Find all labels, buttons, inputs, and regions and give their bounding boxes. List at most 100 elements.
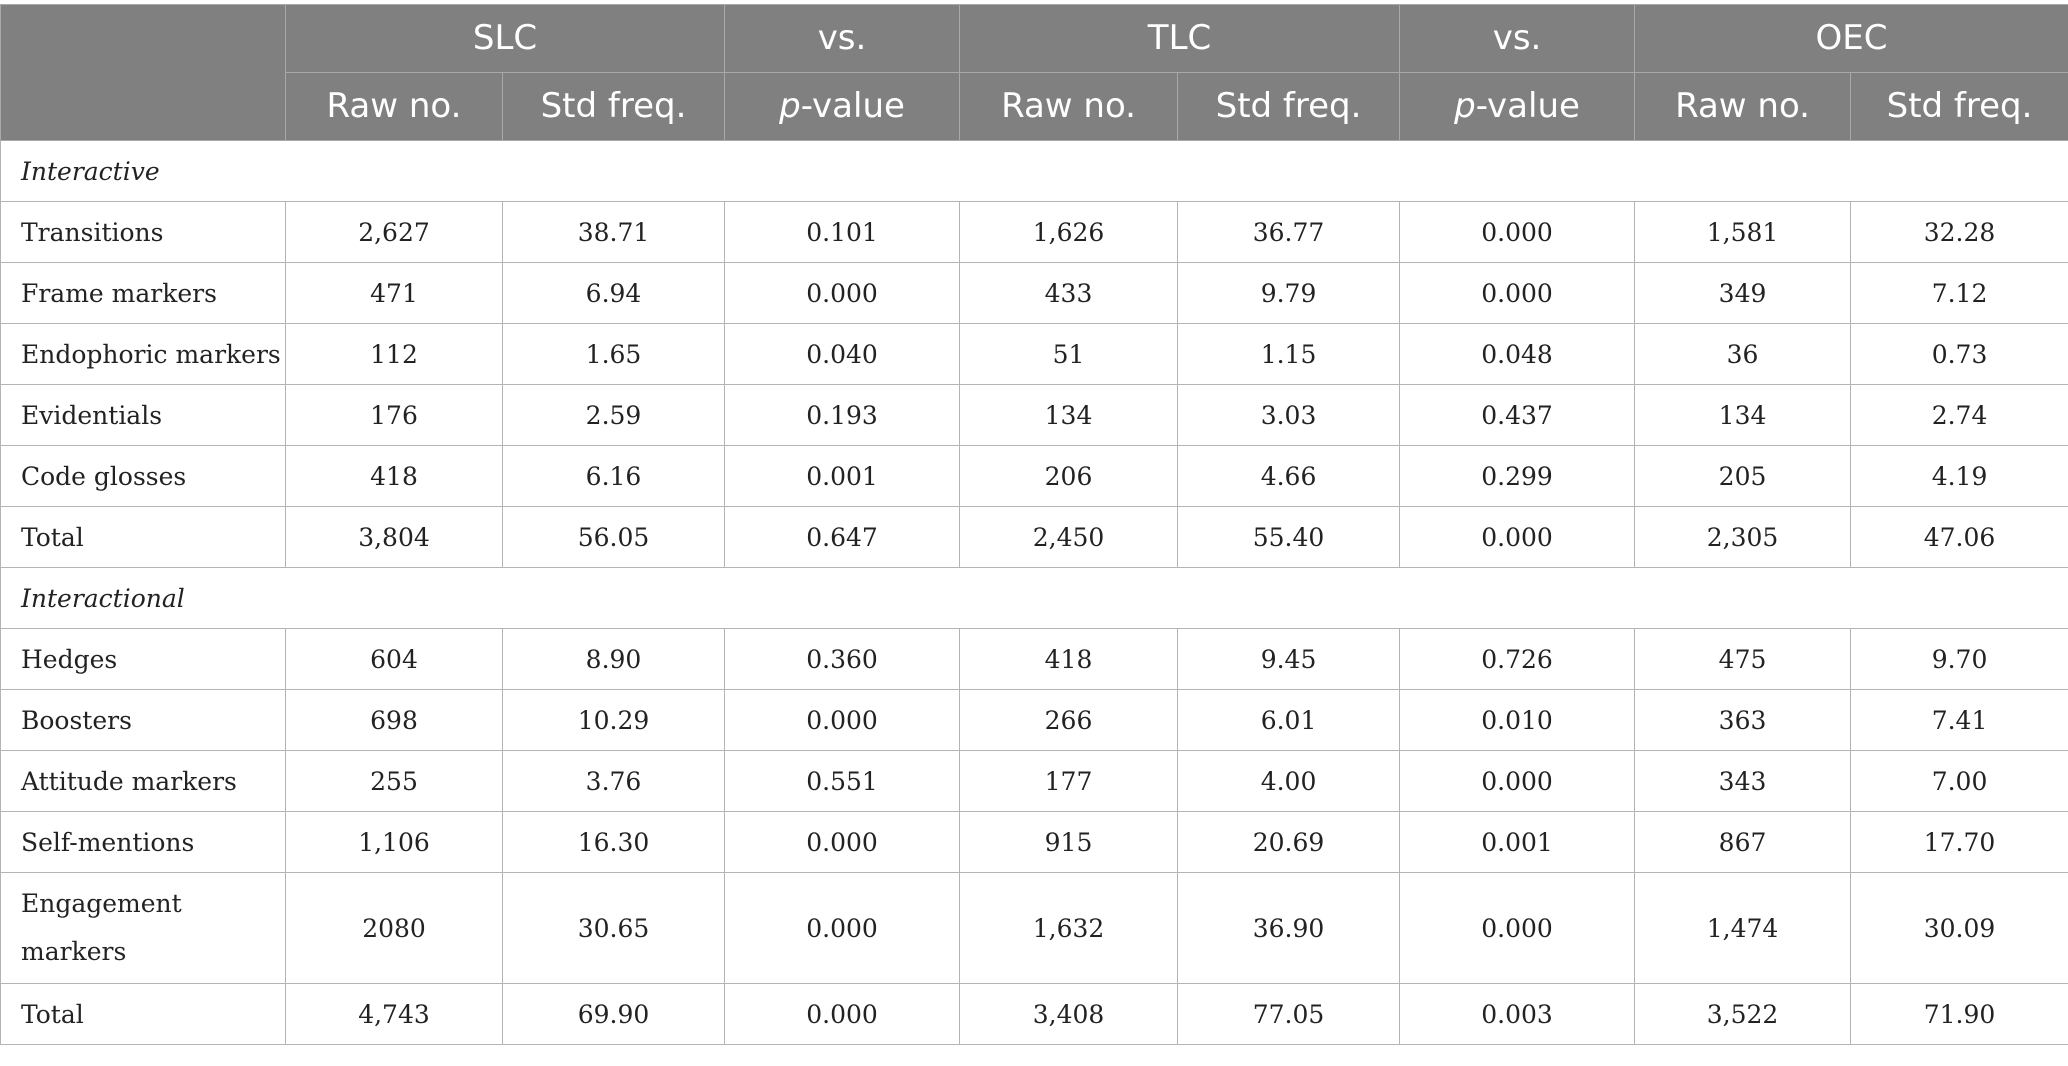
table-cell: 0.001 — [724, 445, 961, 507]
table-cell: 36.77 — [1177, 201, 1401, 263]
table-cell: 9.70 — [1850, 628, 2068, 690]
table-cell: 1,632 — [959, 872, 1179, 984]
p-suffix: -value — [1475, 86, 1580, 126]
header-corner-cell — [0, 4, 286, 141]
table-cell: 0.000 — [1399, 506, 1636, 568]
table-cell: 1,474 — [1634, 872, 1852, 984]
table-cell: 6.16 — [501, 445, 726, 507]
table-cell: 47.06 — [1850, 506, 2068, 568]
table-cell: 16.30 — [501, 811, 726, 873]
table-cell: 0.551 — [724, 750, 961, 812]
table-cell: 205 — [1634, 445, 1852, 507]
table-row: Code glosses 418 6.16 0.001 206 4.66 0.299 205 4… — [0, 445, 2068, 507]
table-cell: 2,627 — [285, 201, 503, 263]
table-cell: 363 — [1634, 689, 1852, 751]
table-cell: 134 — [959, 384, 1179, 446]
table-cell: 56.05 — [501, 506, 726, 568]
table-cell: 30.09 — [1850, 872, 2068, 984]
table-cell: 9.79 — [1177, 262, 1401, 324]
section-title: Interactive — [0, 140, 2068, 202]
header-p-value-1: p-value — [724, 72, 961, 141]
table-row: Evidentials 176 2.59 0.193 134 3.03 0.437 134 2.… — [0, 384, 2068, 446]
header-p-value-2: p-value — [1399, 72, 1636, 141]
table-cell: 2.74 — [1850, 384, 2068, 446]
table-row: Attitude markers 255 3.76 0.551 177 4.00 0.000… — [0, 750, 2068, 812]
table-cell: 36.90 — [1177, 872, 1401, 984]
row-label: Transitions — [0, 201, 286, 263]
table-row: Total 4,743 69.90 0.000 3,408 77.05 0.003 3,522… — [0, 983, 2068, 1045]
section-title: Interactional — [0, 567, 2068, 629]
table-cell: 9.45 — [1177, 628, 1401, 690]
header-tlc-raw: Raw no. — [959, 72, 1179, 141]
table-cell: 3.03 — [1177, 384, 1401, 446]
table-cell: 0.726 — [1399, 628, 1636, 690]
table-cell: 0.437 — [1399, 384, 1636, 446]
table-header: SLC vs. TLC vs. OEC Raw no. Std freq. p-… — [0, 4, 2068, 141]
table-cell: 255 — [285, 750, 503, 812]
table-cell: 0.647 — [724, 506, 961, 568]
table-cell: 4,743 — [285, 983, 503, 1045]
header-slc-std: Std freq. — [501, 72, 726, 141]
header-sub-row: Raw no. Std freq. p-value Raw no. Std fr… — [1, 72, 2068, 141]
table-row: Boosters 698 10.29 0.000 266 6.01 0.010 363 7.41 — [0, 689, 2068, 751]
table-cell: 10.29 — [501, 689, 726, 751]
table-cell: 30.65 — [501, 872, 726, 984]
table-cell: 867 — [1634, 811, 1852, 873]
table-cell: 0.000 — [1399, 201, 1636, 263]
table-cell: 2080 — [285, 872, 503, 984]
table-cell: 1,626 — [959, 201, 1179, 263]
row-label: Attitude markers — [0, 750, 286, 812]
table-cell: 698 — [285, 689, 503, 751]
row-label: Total — [0, 983, 286, 1045]
table-cell: 17.70 — [1850, 811, 2068, 873]
table-cell: 38.71 — [501, 201, 726, 263]
p-suffix: -value — [800, 86, 905, 126]
table-cell: 7.12 — [1850, 262, 2068, 324]
table-cell: 51 — [959, 323, 1179, 385]
table-cell: 177 — [959, 750, 1179, 812]
table-cell: 1.65 — [501, 323, 726, 385]
header-oec-raw: Raw no. — [1634, 72, 1852, 141]
header-slc-raw: Raw no. — [285, 72, 503, 141]
table-cell: 471 — [285, 262, 503, 324]
data-table: SLC vs. TLC vs. OEC Raw no. Std freq. p-… — [0, 4, 2068, 1045]
section-header-row: Interactional — [0, 567, 2068, 629]
table-cell: 4.19 — [1850, 445, 2068, 507]
table-cell: 7.00 — [1850, 750, 2068, 812]
row-label: Endophoric markers — [0, 323, 286, 385]
table-cell: 0.000 — [1399, 262, 1636, 324]
table-cell: 0.001 — [1399, 811, 1636, 873]
table-row: Frame markers 471 6.94 0.000 433 9.79 0.000 349… — [0, 262, 2068, 324]
row-label: Boosters — [0, 689, 286, 751]
table-cell: 433 — [959, 262, 1179, 324]
table-cell: 2.59 — [501, 384, 726, 446]
table-cell: 0.73 — [1850, 323, 2068, 385]
table-cell: 0.193 — [724, 384, 961, 446]
table-row: Endophoric markers 112 1.65 0.040 51 1.15 0.04… — [0, 323, 2068, 385]
table-cell: 0.000 — [1399, 872, 1636, 984]
table-cell: 0.010 — [1399, 689, 1636, 751]
table-cell: 0.101 — [724, 201, 961, 263]
table-row: Engagement markers 2080 30.65 0.000 1,632 36.… — [0, 872, 2068, 984]
table-cell: 418 — [285, 445, 503, 507]
table-cell: 1.15 — [1177, 323, 1401, 385]
row-label: Code glosses — [0, 445, 286, 507]
table-cell: 176 — [285, 384, 503, 446]
table-cell: 6.94 — [501, 262, 726, 324]
table-cell: 77.05 — [1177, 983, 1401, 1045]
row-label: Hedges — [0, 628, 286, 690]
table-cell: 0.003 — [1399, 983, 1636, 1045]
table-cell: 36 — [1634, 323, 1852, 385]
table-cell: 2,450 — [959, 506, 1179, 568]
table-row: Hedges 604 8.90 0.360 418 9.45 0.726 475 9.70 — [0, 628, 2068, 690]
table-cell: 0.048 — [1399, 323, 1636, 385]
table-cell: 266 — [959, 689, 1179, 751]
row-label: Total — [0, 506, 286, 568]
table-cell: 3,408 — [959, 983, 1179, 1045]
table-cell: 604 — [285, 628, 503, 690]
header-tlc-std: Std freq. — [1177, 72, 1401, 141]
table-cell: 32.28 — [1850, 201, 2068, 263]
header-group-row: SLC vs. TLC vs. OEC — [0, 4, 2068, 141]
header-group-vs-2: vs. — [1399, 4, 1636, 73]
row-label: Self-mentions — [0, 811, 286, 873]
